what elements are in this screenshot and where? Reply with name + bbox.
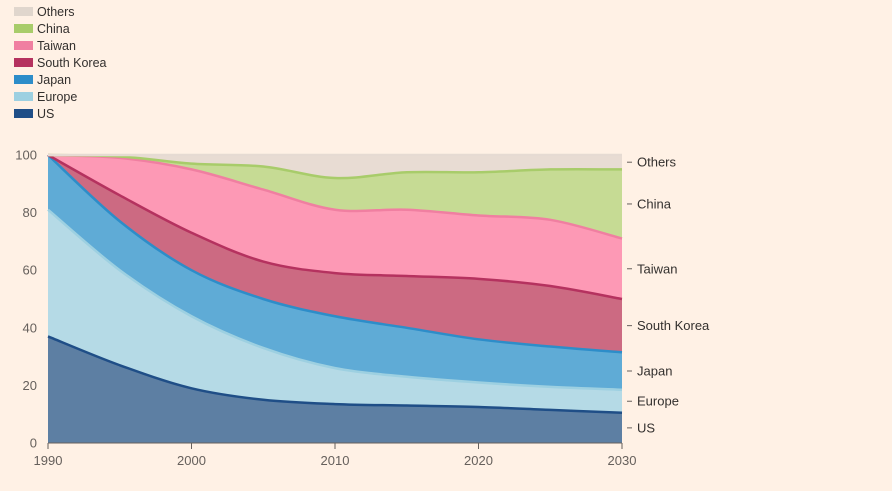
- series-label-europe: Europe: [637, 394, 679, 409]
- y-tick-label: 20: [23, 378, 37, 393]
- x-tick-label: 2030: [608, 453, 637, 468]
- legend-label: Others: [37, 4, 75, 19]
- y-tick-label: 100: [15, 148, 37, 163]
- x-tick-label: 2020: [464, 453, 493, 468]
- series-label-south-korea: South Korea: [637, 318, 710, 333]
- area-others: [48, 155, 622, 179]
- legend-label: South Korea: [37, 55, 107, 70]
- area-taiwan: [48, 155, 622, 299]
- y-axis: 0 20 40 60 80 100: [15, 148, 37, 451]
- line-japan: [47, 154, 623, 354]
- x-tick-label: 2010: [321, 453, 350, 468]
- legend-label: Europe: [37, 89, 78, 104]
- x-axis: 1990 2000 2010 2020 2030: [34, 442, 637, 468]
- area-japan: [48, 155, 622, 390]
- series-label-china: China: [637, 196, 672, 211]
- legend-swatch: [14, 75, 33, 84]
- legend: Others China Taiwan South Korea Japan Europe U…: [14, 3, 107, 122]
- y-tick-label: 60: [23, 263, 37, 278]
- legend-swatch: [14, 92, 33, 101]
- area-south-korea: [48, 155, 622, 353]
- area-europe: [48, 209, 622, 413]
- legend-item: US: [14, 105, 107, 122]
- legend-item: South Korea: [14, 54, 107, 71]
- area-top-lines: [47, 153, 623, 415]
- y-tick-label: 80: [23, 205, 37, 220]
- legend-swatch: [14, 58, 33, 67]
- line-south-korea: [47, 153, 623, 301]
- legend-item: Europe: [14, 88, 107, 105]
- series-label-others: Others: [637, 155, 677, 170]
- legend-item: Taiwan: [14, 37, 107, 54]
- legend-label: US: [37, 106, 55, 121]
- legend-swatch: [14, 7, 33, 16]
- x-tick-label: 1990: [34, 453, 63, 468]
- line-europe: [47, 208, 623, 391]
- line-us: [47, 335, 623, 415]
- legend-swatch: [14, 24, 33, 33]
- legend-swatch: [14, 109, 33, 118]
- line-china: [47, 153, 623, 180]
- series-label-japan: Japan: [637, 364, 672, 379]
- legend-label: China: [37, 21, 70, 36]
- legend-label: Japan: [37, 72, 72, 87]
- right-labels: Others China Taiwan South Korea Japan Europe U…: [627, 155, 710, 435]
- x-tick-label: 2000: [177, 453, 206, 468]
- area-us: [48, 336, 622, 443]
- y-tick-label: 40: [23, 320, 37, 335]
- area-layers: [48, 155, 622, 443]
- y-tick-label: 0: [30, 436, 37, 451]
- legend-item: Others: [14, 3, 107, 20]
- series-label-us: US: [637, 420, 655, 435]
- legend-swatch: [14, 41, 33, 50]
- legend-item: Japan: [14, 71, 107, 88]
- line-taiwan: [47, 153, 623, 240]
- area-china: [48, 155, 622, 239]
- legend-item: China: [14, 20, 107, 37]
- series-label-taiwan: Taiwan: [637, 261, 677, 276]
- legend-label: Taiwan: [37, 38, 76, 53]
